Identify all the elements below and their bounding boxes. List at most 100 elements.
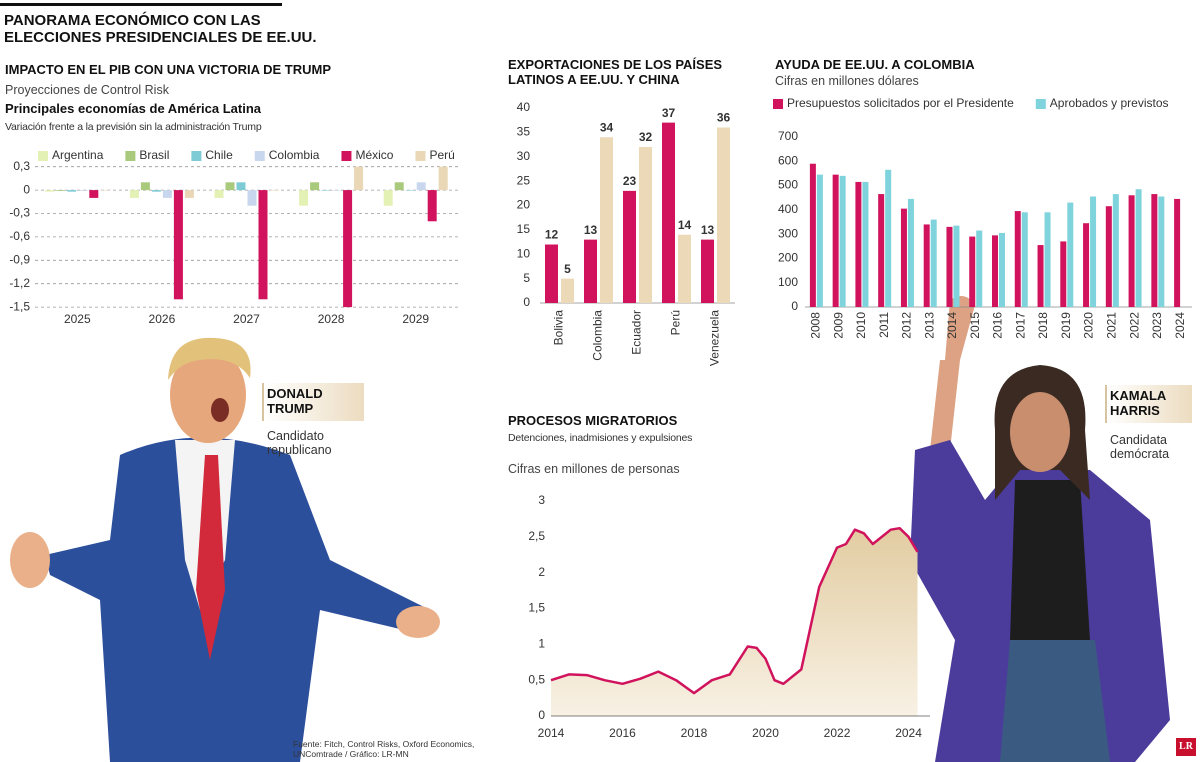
y-tick-label: 15 <box>517 222 531 236</box>
legend-swatch <box>38 151 48 161</box>
bar <box>885 169 892 307</box>
y-tick-label: 200 <box>778 251 798 265</box>
y-tick-label: 0 <box>791 299 798 313</box>
value-label: 37 <box>662 106 676 120</box>
bar <box>930 219 937 307</box>
candidate-role: Candidata demócrata <box>1110 433 1170 462</box>
value-label: 13 <box>584 223 598 237</box>
bar <box>310 182 320 191</box>
top-rule <box>0 3 282 6</box>
x-tick-label: 2024 <box>895 726 922 740</box>
x-tick-label: 2009 <box>831 312 845 339</box>
bar <box>343 190 353 308</box>
x-tick-label: Ecuador <box>630 310 644 355</box>
bar <box>717 127 730 303</box>
trump-figure <box>10 337 440 762</box>
axis-label: Cifras en millones de personas <box>508 462 680 476</box>
bar <box>151 190 161 192</box>
y-tick-label: -1,2 <box>9 276 30 290</box>
bar <box>258 190 268 300</box>
bar <box>969 236 976 307</box>
x-tick-label: 2014 <box>538 726 565 740</box>
bar <box>184 190 194 198</box>
y-tick-label: -1,5 <box>9 299 30 313</box>
legend-label: Presupuestos solicitados por el Presiden… <box>787 96 1014 110</box>
y-tick-label: 0 <box>523 295 530 309</box>
x-tick-label: Venezuela <box>708 310 722 366</box>
bar <box>67 190 77 192</box>
bar <box>1158 196 1165 307</box>
y-tick-label: 3 <box>538 493 545 507</box>
bar <box>1067 202 1074 307</box>
y-tick-label: 20 <box>517 198 531 212</box>
bar <box>678 234 691 303</box>
bar <box>662 122 675 303</box>
x-tick-label: 2016 <box>991 312 1005 339</box>
bar <box>992 235 998 307</box>
bar <box>236 182 246 191</box>
bar <box>809 163 816 307</box>
bar <box>225 182 235 191</box>
bar <box>900 208 907 307</box>
x-tick-label: 2012 <box>900 312 914 339</box>
y-tick-label: 0,3 <box>13 159 30 173</box>
bar <box>321 190 331 191</box>
chart-title: AYUDA DE EE.UU. A COLOMBIA <box>775 57 975 72</box>
y-tick-label: 0,5 <box>528 672 545 686</box>
bar <box>332 190 342 191</box>
y-tick-label: 10 <box>517 246 531 260</box>
page-title: PANORAMA ECONÓMICO CON LAS ELECCIONES PRE… <box>4 12 317 47</box>
x-tick-label: 2013 <box>922 312 936 339</box>
y-tick-label: -0,6 <box>9 229 30 243</box>
y-tick-label: 100 <box>778 275 798 289</box>
legend-swatch <box>773 99 783 109</box>
bar <box>907 198 914 307</box>
bar <box>878 194 885 307</box>
bar <box>173 190 183 300</box>
bar <box>1112 194 1119 307</box>
y-tick-label: 700 <box>778 129 798 143</box>
name-box <box>1105 385 1192 423</box>
x-tick-label: 2024 <box>1173 312 1187 339</box>
bar <box>1021 212 1028 307</box>
x-tick-label: Perú <box>669 310 683 335</box>
legend-swatch <box>254 151 265 161</box>
bar <box>623 190 636 303</box>
bar <box>1083 223 1090 307</box>
bar <box>862 181 869 307</box>
bar <box>855 181 862 307</box>
y-tick-label: 25 <box>517 173 531 187</box>
bar <box>247 190 257 206</box>
bar <box>832 174 839 307</box>
bar <box>427 190 437 222</box>
chart-subtitle: Detenciones, inadmisiones y expulsiones <box>508 432 693 444</box>
legend-label: Aprobados y previstos <box>1050 96 1169 110</box>
value-label: 14 <box>678 218 692 232</box>
bar <box>639 147 652 303</box>
legend-label: Argentina <box>52 148 104 162</box>
bar <box>354 166 364 191</box>
y-tick-label: 1 <box>538 637 545 651</box>
bar <box>214 190 224 198</box>
bar <box>946 226 953 307</box>
legend-label: Perú <box>429 148 454 162</box>
bar <box>89 190 99 198</box>
bar <box>1105 206 1112 307</box>
bar <box>405 190 415 191</box>
value-label: 23 <box>623 174 637 188</box>
x-tick-label: 2019 <box>1059 312 1073 339</box>
legend-label: Brasil <box>139 148 169 162</box>
bar <box>100 190 110 191</box>
bar <box>561 278 574 303</box>
x-tick-label: Colombia <box>591 310 605 361</box>
candidate-name: KAMALA HARRIS <box>1110 388 1166 418</box>
bar <box>1014 211 1021 307</box>
y-tick-label: -0,9 <box>9 252 30 266</box>
x-tick-label: 2029 <box>402 312 429 326</box>
x-tick-label: 2025 <box>64 312 91 326</box>
bar <box>701 239 714 303</box>
name-box <box>262 383 364 421</box>
bar <box>953 225 960 307</box>
legend-label: Chile <box>205 148 233 162</box>
